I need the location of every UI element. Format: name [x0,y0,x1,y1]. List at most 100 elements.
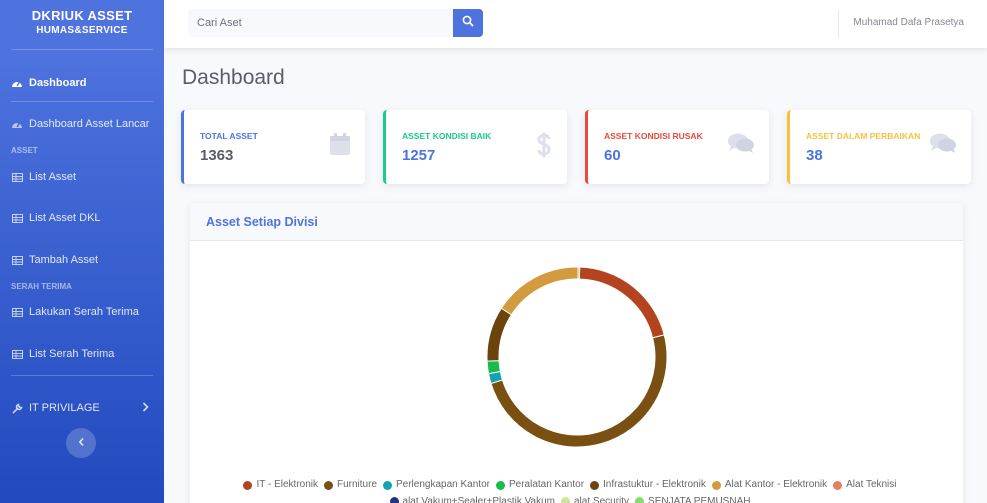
tachometer-icon [11,78,23,88]
legend-item[interactable]: IT - Elektronik [243,478,318,492]
legend-item[interactable]: Furniture [323,478,377,492]
sidebar-divider [11,49,153,50]
sidebar-heading-serah-terima: SERAH TERIMA [11,282,72,291]
card-asset-kondisi-baik: ASSET KONDISI BAIK 1257 [383,110,567,184]
sidebar-item-label: List Serah Terima [29,348,115,360]
legend-swatch [590,480,600,490]
legend-label: Alat Teknisi [846,479,897,490]
sidebar-item-label: List Asset [29,171,77,183]
panel-header [190,203,963,241]
legend-swatch [635,497,645,503]
page-title: Dashboard [182,66,285,89]
sidebar-item-lakukan-serah-terima[interactable]: Lakukan Serah Terima [0,306,164,318]
sidebar-item-label: Dashboard Asset Lancar [29,118,150,130]
dollar-icon [537,132,551,163]
user-name[interactable]: Muhamad Dafa Prasetya [853,17,964,28]
table-icon [11,213,23,223]
legend-swatch [243,480,253,490]
sidebar-item-tambah-asset[interactable]: Tambah Asset [0,254,164,266]
legend-label: IT - Elektronik [256,479,318,490]
legend-swatch [323,480,333,490]
card-label: ASSET KONDISI RUSAK [604,131,703,141]
search-icon [462,14,474,32]
legend-label: alat Security [574,495,630,503]
table-icon [11,255,23,265]
card-asset-kondisi-rusak: ASSET KONDISI RUSAK 60 [585,110,769,184]
topbar-divider [838,10,839,38]
chevron-right-icon [142,401,149,415]
card-value: 1363 [200,147,234,164]
legend-label: Perlengkapan Kantor [396,479,490,490]
donut-chart [486,266,668,448]
legend-swatch [833,480,843,490]
sidebar-item-dashboard-asset-lancar[interactable]: Dashboard Asset Lancar [0,118,164,130]
sidebar-toggle-button[interactable] [66,428,96,458]
legend-label: Alat Kantor - Elektronik [724,479,828,490]
topbar: Cari Aset Muhamad Dafa Prasetya [164,0,987,48]
chart-legend: IT - Elektronik Furniture Perlengkapan Kan… [220,478,920,503]
sidebar-item-list-serah-terima[interactable]: List Serah Terima [0,348,164,360]
card-label: ASSET KONDISI BAIK [402,131,492,141]
card-value: 38 [806,147,823,164]
donut-slice[interactable] [500,266,579,316]
legend-label: alat Vakum+Sealer+Plastik Vakum [402,495,555,503]
card-asset-dalam-perbaikan: ASSET DALAM PERBAIKAN 38 [787,110,971,184]
table-icon [11,172,23,182]
legend-swatch [495,480,505,490]
sidebar-item-label: Dashboard [29,77,87,89]
wrench-icon [11,402,23,414]
legend-swatch [711,480,721,490]
legend-item[interactable]: SENJATA PEMUSNAH [635,495,750,503]
donut-slice[interactable] [577,266,581,280]
donut-slice[interactable] [486,360,501,375]
legend-label: SENJATA PEMUSNAH [648,495,751,503]
sidebar-divider [11,375,153,376]
legend-item[interactable]: alat Vakum+Sealer+Plastik Vakum [389,495,555,503]
legend-swatch [383,480,392,490]
legend-item[interactable]: Infrastuktur - Elektronik [590,478,706,492]
legend-item[interactable]: Peralatan Kantor [495,478,585,492]
comments-icon [929,132,957,159]
sidebar-item-list-asset[interactable]: List Asset [0,171,164,183]
brand-subtitle: HUMAS&SERVICE [36,25,128,36]
tachometer-icon [11,119,23,129]
sidebar-item-list-asset-dkl[interactable]: List Asset DKL [0,212,164,224]
sidebar-item-it-privilage[interactable]: IT PRIVILAGE [0,402,164,414]
sidebar-brand[interactable]: DKRIUK ASSET HUMAS&SERVICE [0,0,164,48]
legend-label: Furniture [336,479,377,490]
table-icon [11,307,23,317]
sidebar-item-label: Lakukan Serah Terima [29,306,139,318]
sidebar: DKRIUK ASSET HUMAS&SERVICE Dashboard Das… [0,0,164,503]
sidebar-item-dashboard[interactable]: Dashboard [0,77,164,89]
comments-icon [727,132,755,159]
legend-swatch [389,497,399,503]
card-value: 1257 [402,147,436,164]
card-total-asset: TOTAL ASSET 1363 [181,110,365,184]
chart-panel: Asset Setiap Divisi IT - Elektronik Furni… [190,203,963,503]
legend-label: Peralatan Kantor [508,479,585,490]
search-input[interactable]: Cari Aset [188,9,454,37]
card-label: ASSET DALAM PERBAIKAN [806,131,921,141]
table-icon [11,349,23,359]
card-value: 60 [604,147,621,164]
donut-slice[interactable] [578,266,665,339]
sidebar-divider [11,101,153,102]
legend-label: Infrastuktur - Elektronik [603,479,706,490]
sidebar-item-label: Tambah Asset [29,254,99,266]
legend-swatch [561,497,570,503]
chevron-left-icon [78,434,85,452]
card-label: TOTAL ASSET [200,131,258,141]
donut-slice[interactable] [486,307,513,362]
sidebar-item-label: IT PRIVILAGE [29,402,100,414]
sidebar-item-label: List Asset DKL [29,212,101,224]
legend-item[interactable]: Alat Teknisi [833,478,897,492]
legend-item[interactable]: alat Security [561,495,629,503]
donut-slice[interactable] [490,334,668,448]
brand-title: DKRIUK ASSET [31,8,133,23]
calendar-icon [329,132,351,161]
legend-item[interactable]: Perlengkapan Kantor [383,478,490,492]
panel-title: Asset Setiap Divisi [206,215,318,229]
search-button[interactable] [453,9,483,37]
legend-item[interactable]: Alat Kantor - Elektronik [711,478,828,492]
sidebar-heading-asset: ASSET [11,146,38,155]
